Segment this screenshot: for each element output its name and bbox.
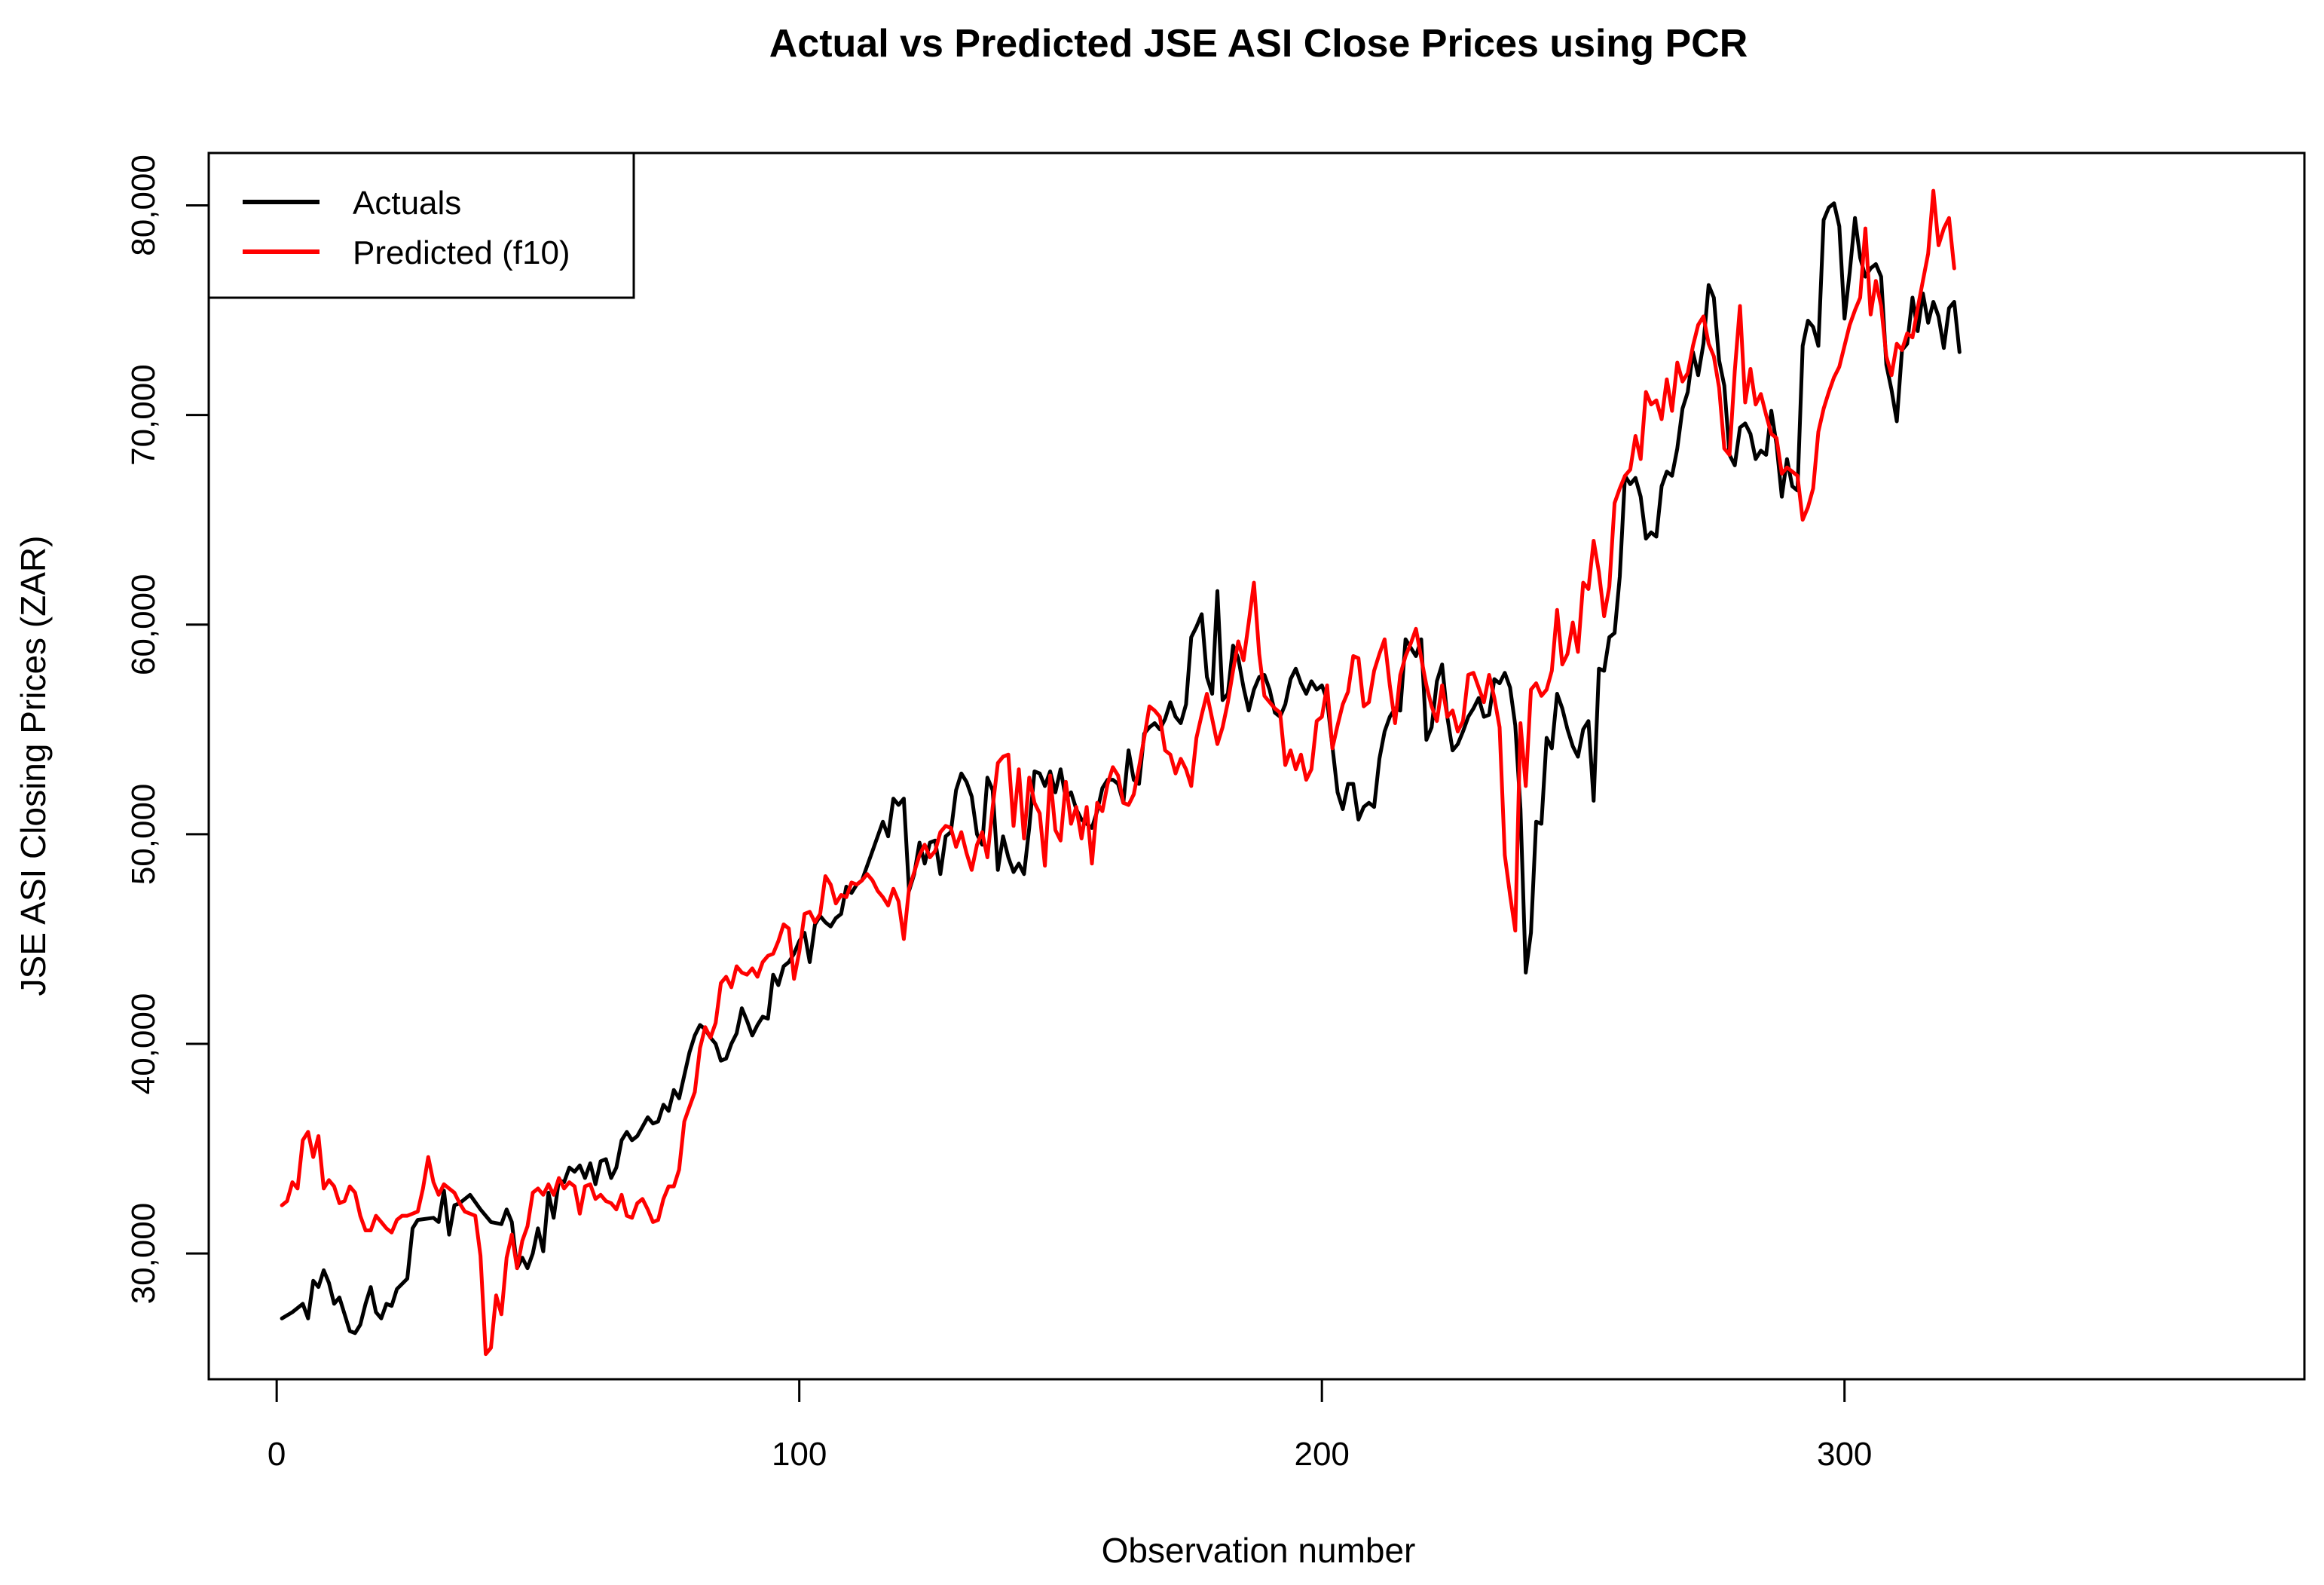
legend-label-actuals: Actuals xyxy=(353,185,461,222)
x-axis: 0 100 200 300 xyxy=(268,1378,1872,1473)
x-axis-label: Observation number xyxy=(1102,1531,1416,1570)
legend: Actuals Predicted (f10) xyxy=(207,151,635,299)
y-tick-label: 70,000 xyxy=(125,364,162,466)
y-axis: 30,000 40,000 50,000 60,000 70,000 80,000 xyxy=(125,155,210,1305)
legend-box xyxy=(207,151,635,299)
y-tick-label: 80,000 xyxy=(125,155,162,256)
y-tick-label: 40,000 xyxy=(125,993,162,1095)
y-axis-label: JSE ASI Closing Prices (ZAR) xyxy=(14,536,53,996)
series-line-predicted-f10 xyxy=(280,188,1956,1357)
x-tick-label: 0 xyxy=(268,1436,286,1473)
chart-title: Actual vs Predicted JSE ASI Close Prices… xyxy=(769,22,1748,66)
y-tick-label: 30,000 xyxy=(125,1203,162,1305)
y-tick-label: 60,000 xyxy=(125,574,162,676)
x-tick-label: 200 xyxy=(1294,1436,1349,1473)
y-tick-label: 50,000 xyxy=(125,784,162,886)
x-tick-label: 100 xyxy=(772,1436,827,1473)
legend-label-predicted: Predicted (f10) xyxy=(353,234,570,271)
x-tick-label: 300 xyxy=(1817,1436,1872,1473)
